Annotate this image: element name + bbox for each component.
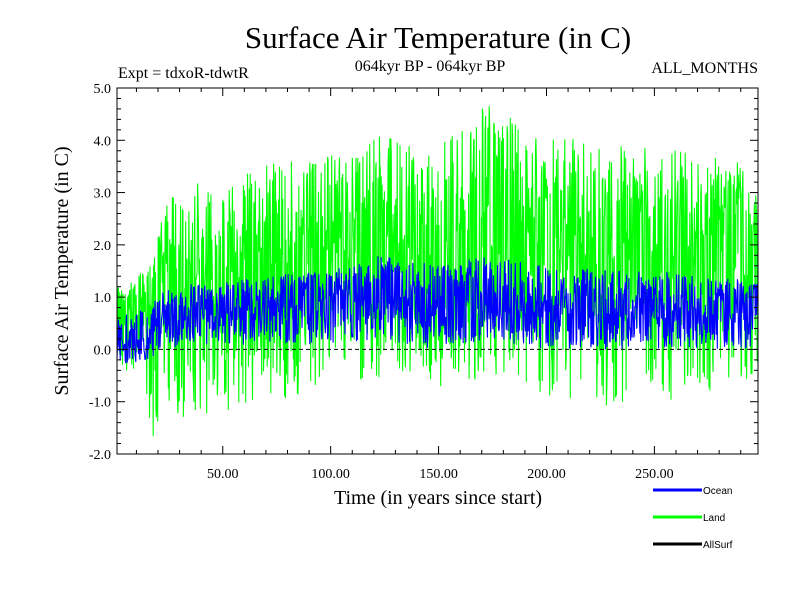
y-tick-label: 2.0 [94, 239, 112, 254]
x-axis: 50.00 100.00 150.00 200.00 250.00 [135, 88, 742, 482]
x-tick-label: 100.00 [311, 467, 350, 482]
chart-title: Surface Air Temperature (in C) [245, 20, 631, 55]
y-tick-label: 0.0 [94, 343, 112, 358]
y-axis: -2.0 -1.0 0.0 1.0 2.0 3.0 4.0 5.0 [89, 82, 758, 463]
x-tick-label: 150.00 [419, 467, 458, 482]
y-tick-label: 4.0 [94, 134, 112, 149]
legend-label-allsurf: AllSurf [703, 540, 733, 551]
experiment-label: Expt = tdxoR-tdwtR [118, 65, 249, 82]
y-tick-label: 5.0 [94, 82, 112, 97]
series-line-ocean [116, 256, 759, 364]
months-label: ALL_MONTHS [651, 60, 758, 77]
plot-area [116, 105, 759, 437]
x-tick-label: 250.00 [635, 467, 674, 482]
y-tick-label: -2.0 [89, 448, 111, 463]
legend-label-land: Land [703, 513, 725, 524]
plot-frame [116, 87, 759, 455]
x-tick-label: 200.00 [527, 467, 566, 482]
legend-label-ocean: Ocean [703, 486, 732, 497]
x-axis-label: Time (in years since start) [334, 487, 542, 509]
y-tick-label: -1.0 [89, 396, 111, 411]
series-ocean [116, 256, 759, 364]
y-tick-label: 3.0 [94, 187, 112, 202]
x-tick-label: 50.00 [207, 467, 239, 482]
legend: Ocean Land AllSurf [653, 486, 733, 551]
y-axis-label: Surface Air Temperature (in C) [51, 146, 73, 395]
y-tick-label: 1.0 [94, 291, 112, 306]
period-label: 064kyr BP - 064kyr BP [355, 58, 506, 75]
